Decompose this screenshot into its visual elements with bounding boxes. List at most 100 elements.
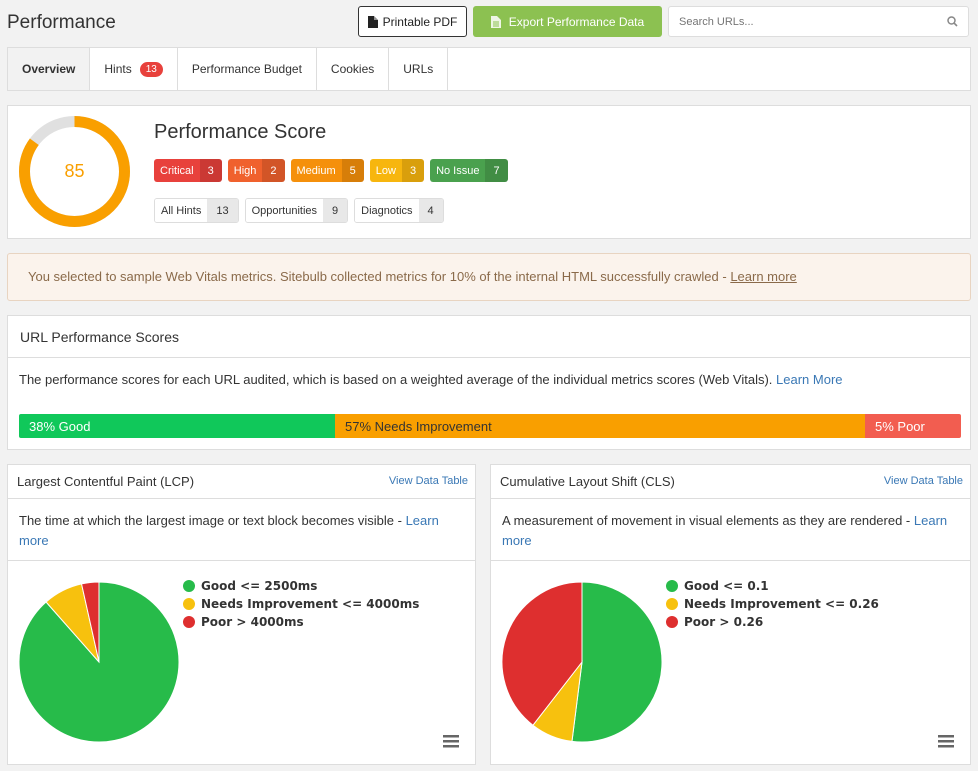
critical-badge[interactable]: Critical 3 — [154, 159, 222, 182]
document-icon — [367, 15, 378, 28]
legend-swatch — [183, 616, 195, 628]
hint-count: 13 — [207, 199, 238, 222]
legend-swatch — [666, 580, 678, 592]
tab-cookies[interactable]: Cookies — [317, 48, 390, 90]
score-gauge: 85 — [19, 116, 130, 227]
chart-header: Cumulative Layout Shift (CLS) View Data T… — [491, 465, 970, 499]
printable-pdf-button[interactable]: Printable PDF — [358, 6, 467, 37]
sev-count: 5 — [341, 159, 364, 182]
no-issue-badge[interactable]: No Issue 7 — [430, 159, 508, 182]
score-title: Performance Score — [154, 121, 327, 143]
tab-urls[interactable]: URLs — [389, 48, 449, 90]
sev-label: Medium — [296, 164, 336, 177]
description-text: A measurement of movement in visual elem… — [502, 513, 914, 528]
good-segment[interactable]: 38% Good — [19, 414, 335, 438]
diagnostics-filter[interactable]: Diagnotics 4 — [354, 198, 444, 223]
view-data-table-link[interactable]: View Data Table — [388, 475, 468, 487]
sev-label: High — [233, 164, 257, 177]
opportunities-filter[interactable]: Opportunities 9 — [244, 198, 349, 223]
legend-swatch — [183, 580, 195, 592]
legend-label: Good <= 2500ms — [201, 579, 318, 593]
medium-badge[interactable]: Medium 5 — [290, 159, 364, 182]
chart-title: Cumulative Layout Shift (CLS) — [500, 474, 675, 489]
chart-title: Largest Contentful Paint (LCP) — [17, 474, 195, 489]
sev-count: 2 — [262, 159, 285, 182]
performance-score-panel: 85 Performance Score Critical 3 High 2 Med… — [7, 105, 971, 239]
tab-performance-budget[interactable]: Performance Budget — [178, 48, 317, 90]
lcp-pie-chart — [18, 581, 180, 743]
chart-legend: Good <= 0.1 Needs Improvement <= 0.26 Po… — [666, 577, 879, 631]
chart-menu-icon[interactable] — [443, 734, 459, 748]
search-icon[interactable] — [947, 16, 958, 27]
legend-label: Poor > 4000ms — [201, 615, 304, 629]
hint-filters: All Hints 13 Opportunities 9 Diagnotics 4 — [154, 198, 444, 223]
learn-more-link[interactable]: Learn more — [19, 513, 439, 548]
export-performance-data-button[interactable]: Export Performance Data — [473, 6, 662, 37]
web-vitals-notice: You selected to sample Web Vitals metric… — [7, 253, 971, 301]
chart-menu-icon[interactable] — [938, 734, 954, 748]
score-value: 85 — [64, 161, 84, 181]
tab-label: URLs — [403, 62, 434, 76]
legend-swatch — [183, 598, 195, 610]
legend-label: Needs Improvement <= 4000ms — [201, 597, 420, 611]
hint-label: All Hints — [155, 199, 208, 222]
learn-more-link[interactable]: Learn more — [502, 513, 948, 548]
sev-label: No Issue — [436, 164, 480, 177]
legend-item-needs-improvement[interactable]: Needs Improvement <= 0.26 — [666, 595, 879, 613]
hint-label: Diagnotics — [355, 199, 419, 222]
description-text: The time at which the largest image or t… — [19, 513, 406, 528]
legend-item-poor[interactable]: Poor > 0.26 — [666, 613, 879, 631]
page-title: Performance — [7, 12, 116, 33]
high-badge[interactable]: High 2 — [227, 159, 285, 182]
legend-item-good[interactable]: Good <= 0.1 — [666, 577, 879, 595]
cls-pie-chart — [501, 581, 663, 743]
notice-learn-more-link[interactable]: Learn more — [730, 269, 797, 284]
low-badge[interactable]: Low 3 — [369, 159, 425, 182]
all-hints-filter[interactable]: All Hints 13 — [154, 198, 239, 223]
tab-label: Overview — [22, 62, 76, 76]
legend-label: Poor > 0.26 — [684, 615, 764, 629]
legend-item-needs-improvement[interactable]: Needs Improvement <= 4000ms — [183, 595, 419, 613]
search-box[interactable] — [668, 6, 969, 37]
gauge-arc — [19, 116, 130, 227]
chart-legend: Good <= 2500ms Needs Improvement <= 4000… — [183, 577, 419, 631]
hint-label: Opportunities — [245, 199, 324, 222]
hints-count-badge: 13 — [139, 61, 163, 77]
hint-count: 4 — [418, 199, 443, 222]
tab-hints[interactable]: Hints 13 — [90, 48, 178, 90]
hint-count: 9 — [323, 199, 348, 222]
pie-slice-poor[interactable] — [501, 581, 583, 726]
tab-label: Hints — [104, 62, 132, 76]
sev-label: Low — [375, 164, 396, 177]
chart-description: A measurement of movement in visual elem… — [491, 499, 970, 561]
panel-description: The performance scores for each URL audi… — [8, 358, 970, 402]
tab-label: Cookies — [330, 62, 375, 76]
pie-slice-good[interactable] — [571, 581, 663, 743]
learn-more-link[interactable]: Learn More — [776, 372, 843, 387]
lcp-chart-panel: Largest Contentful Paint (LCP) View Data … — [7, 464, 476, 765]
sev-label: Critical — [160, 164, 194, 177]
poor-segment[interactable]: 5% Poor — [865, 414, 961, 438]
sev-count: 7 — [485, 159, 508, 182]
legend-label: Good <= 0.1 — [684, 579, 769, 593]
panel-title: URL Performance Scores — [8, 316, 970, 358]
chart-description: The time at which the largest image or t… — [8, 499, 475, 561]
legend-swatch — [666, 598, 678, 610]
printable-pdf-label: Printable PDF — [382, 14, 458, 29]
sev-count: 3 — [199, 159, 222, 182]
legend-swatch — [666, 616, 678, 628]
search-input[interactable] — [669, 7, 929, 36]
legend-label: Needs Improvement <= 0.26 — [684, 597, 879, 611]
legend-item-poor[interactable]: Poor > 4000ms — [183, 613, 419, 631]
pie-slice-poor[interactable] — [80, 581, 100, 663]
needs-improvement-segment[interactable]: 57% Needs Improvement — [335, 414, 865, 438]
sev-count: 3 — [401, 159, 425, 182]
view-data-table-link[interactable]: View Data Table — [883, 475, 963, 487]
legend-item-good[interactable]: Good <= 2500ms — [183, 577, 419, 595]
export-label: Export Performance Data — [508, 14, 645, 29]
url-performance-scores-panel: URL Performance Scores The performance s… — [7, 315, 971, 450]
chart-header: Largest Contentful Paint (LCP) View Data … — [8, 465, 475, 499]
spreadsheet-icon — [490, 15, 501, 28]
description-text: The performance scores for each URL audi… — [19, 372, 777, 387]
tab-overview[interactable]: Overview — [8, 48, 91, 90]
